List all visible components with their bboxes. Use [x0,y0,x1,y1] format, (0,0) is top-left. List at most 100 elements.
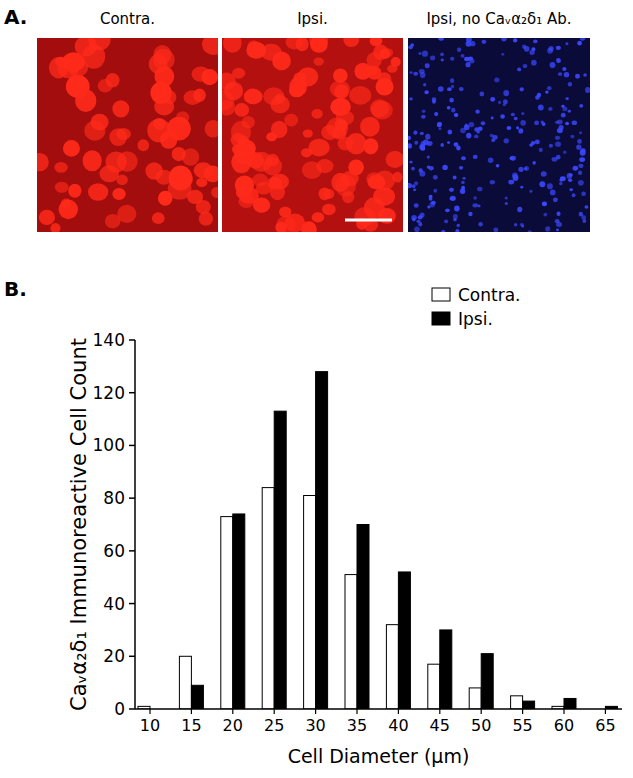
cell [147,119,171,143]
cell [261,44,282,61]
cell [579,157,585,162]
cell [561,105,564,108]
bar [233,514,245,709]
cell [433,175,438,180]
cell [418,52,421,55]
cell [573,166,579,171]
cell [511,113,515,117]
cell [523,64,528,68]
cell [568,82,572,86]
cell [252,174,268,187]
cell [578,180,584,186]
cell [440,143,443,147]
legend-swatch [432,288,450,301]
image-background [37,38,218,232]
cell [461,54,465,58]
micrograph [408,38,590,232]
cell [413,188,416,191]
cell [577,139,582,144]
cell [421,115,426,119]
cell [547,86,552,90]
x-tick [274,709,275,714]
x-tick [356,709,357,714]
cell [303,129,313,137]
cell [503,90,509,96]
cell [454,205,460,211]
cell [335,119,348,132]
cell [461,186,465,190]
cell [211,187,218,198]
x-tick [398,709,399,714]
cell [488,157,494,163]
cell [531,60,537,66]
cell [565,97,568,100]
cell [419,69,425,74]
bar [428,664,440,709]
cell [263,157,282,176]
cell [555,136,560,140]
image-background [408,38,590,232]
cell [116,128,131,140]
cell [410,71,413,74]
cell [409,161,412,164]
cell [450,196,456,201]
panel-label: B. [4,277,27,301]
cell [338,137,354,151]
cell [501,38,507,41]
cell [247,40,259,52]
cell [524,46,530,52]
cell [520,87,524,91]
cell [547,183,553,189]
cell [528,230,532,232]
cell [311,109,322,119]
cell [459,166,463,170]
y-tick [129,550,135,552]
cell [425,134,430,140]
y-axis-label: Caᵥα₂δ₁ Immunoreactive Cell Count [67,338,91,711]
bar [511,696,523,709]
cell [507,126,512,130]
image-label: Ipsi, no Caᵥα₂δ₁ Ab. [426,10,571,28]
cell [423,83,426,86]
bar [440,630,452,709]
cell [531,47,535,51]
cell [408,136,411,140]
bar [221,517,233,709]
x-tick [522,709,523,714]
cell [569,188,573,191]
cell [453,218,457,221]
cell [427,165,431,168]
cell [466,133,471,139]
cell [314,57,324,65]
bar [357,525,369,710]
cell [555,142,561,147]
cell [432,100,436,104]
cell [267,177,282,190]
cell [231,151,251,173]
legend-label: Ipsi. [458,309,493,329]
cell [514,117,518,120]
cell [505,196,508,199]
cell [556,228,559,231]
cell [447,141,450,144]
cell [451,108,455,113]
cell [565,42,568,45]
cell [63,140,80,157]
cell [284,114,298,127]
cell [541,171,547,176]
cell [422,109,426,113]
cell [222,90,234,111]
cell [234,103,249,117]
cell [386,151,403,168]
cell [520,186,523,189]
cell [560,176,566,181]
y-tick-label: 80 [103,488,125,508]
cell [286,38,303,49]
bar [179,656,191,709]
scale-bar [345,219,392,222]
cell [444,219,448,223]
cell [237,135,249,146]
cell [556,58,561,63]
x-tick [481,709,482,714]
bar [262,488,274,709]
